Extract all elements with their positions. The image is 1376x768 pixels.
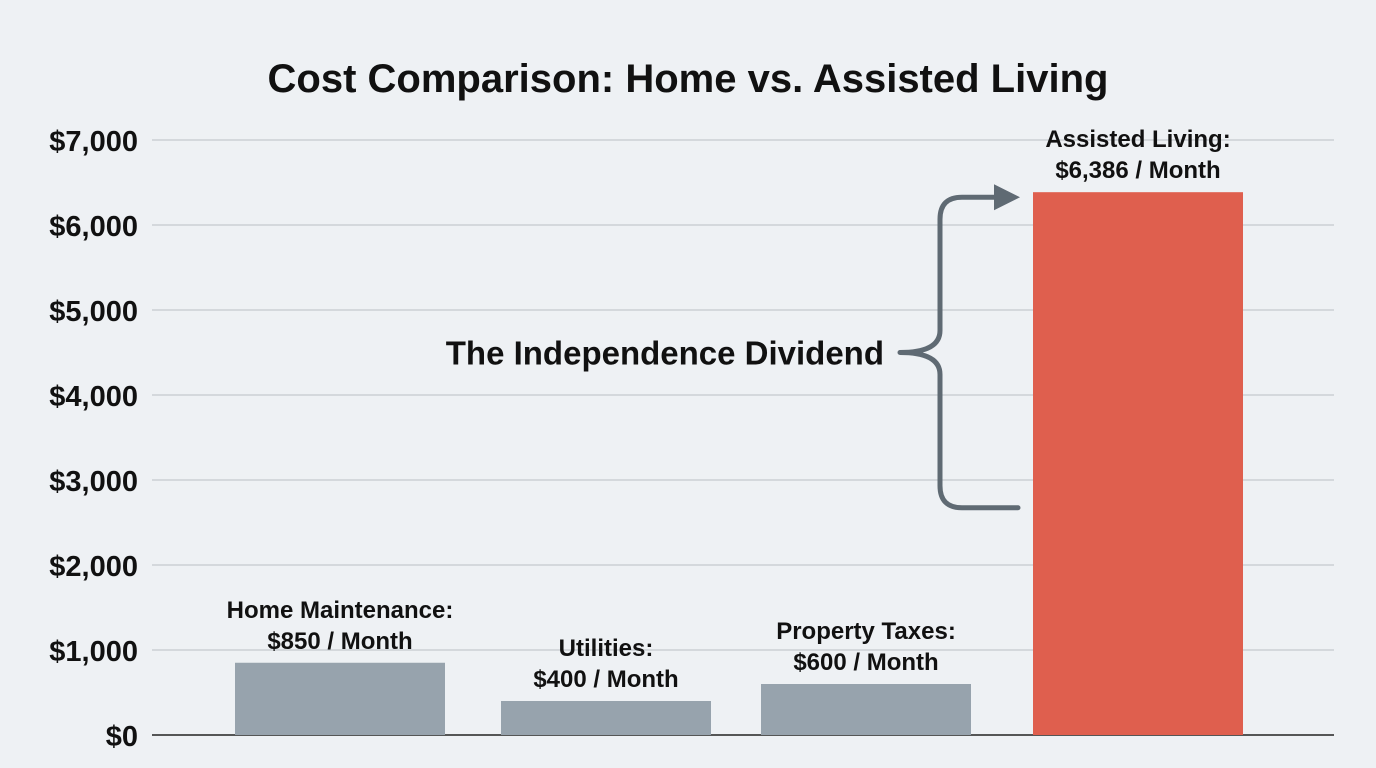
bar-data-labels: Home Maintenance: $850 / Month Utilities: $… [227,126,1231,693]
chart-title: Cost Comparison: Home vs. Assisted Livin… [268,57,1109,101]
independence-dividend-annotation: The Independence Dividend [446,334,884,371]
bar-data-label: Assisted Living: [1045,126,1230,153]
y-axis-ticks: $0 $1,000 $2,000 $3,000 $4,000 $5,000 $6,000 $7… [49,126,138,753]
y-tick-label: $4,000 [49,381,138,413]
y-tick-label: $3,000 [49,466,138,498]
y-tick-label: $0 [106,721,138,753]
bar [761,684,971,735]
bar-data-label: $6,386 / Month [1055,157,1220,184]
bar-data-label: Utilities: [559,635,654,662]
y-tick-label: $1,000 [49,636,138,668]
y-tick-label: $7,000 [49,126,138,158]
arrow-head-icon [994,184,1020,211]
bars [235,192,1243,735]
bar-data-label: $850 / Month [267,628,412,655]
y-tick-label: $5,000 [49,296,138,328]
bar-data-label: Property Taxes: [776,618,956,645]
bar [1033,192,1243,735]
bar-data-label: $400 / Month [533,666,678,693]
y-tick-label: $6,000 [49,211,138,243]
annotation-layer: The Independence Dividend [446,184,1021,511]
bar-data-label: Home Maintenance: [227,597,454,624]
bar [501,701,711,735]
bar [235,662,445,735]
y-tick-label: $2,000 [49,551,138,583]
brace-bracket [897,194,1021,511]
bar-data-label: $600 / Month [793,649,938,676]
